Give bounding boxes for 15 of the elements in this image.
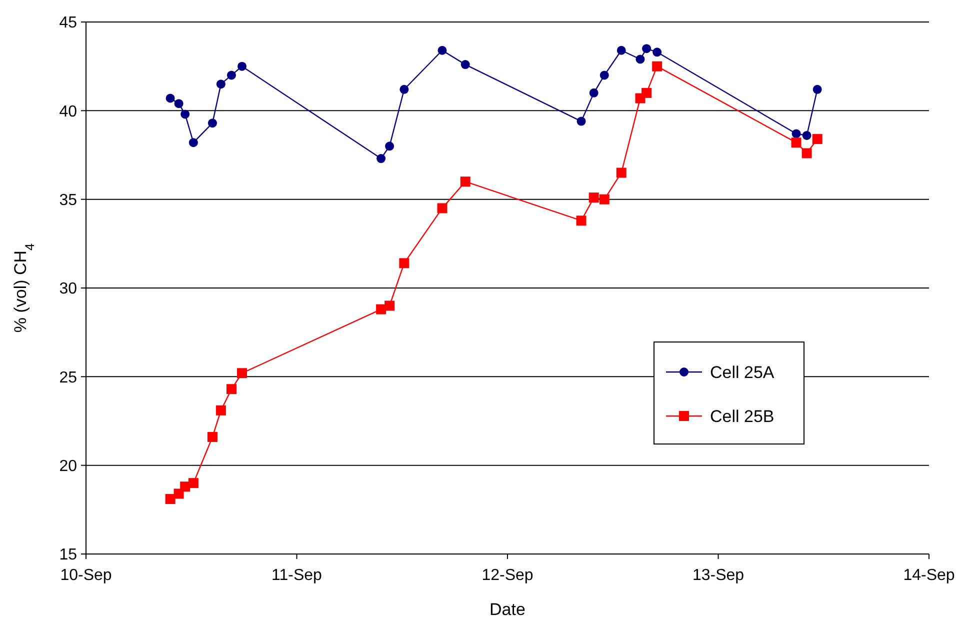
x-tick-label: 12-Sep [482, 567, 534, 584]
legend-label: Cell 25B [710, 406, 774, 426]
x-tick-label: 13-Sep [692, 567, 744, 584]
y-tick-label: 25 [59, 369, 78, 386]
y-tick-label: 40 [59, 103, 78, 120]
x-tick-label: 11-Sep [272, 567, 322, 584]
legend-label: Cell 25A [710, 362, 775, 382]
y-tick-label: 35 [59, 192, 78, 209]
y-tick-label: 15 [59, 546, 78, 564]
y-tick-label: 20 [59, 458, 78, 475]
x-tick-label: 14-Sep [903, 567, 955, 584]
y-tick-label: 45 [59, 14, 78, 32]
x-axis-title: Date [490, 600, 526, 619]
y-tick-label: 30 [59, 280, 78, 298]
x-tick-label: 10-Sep [60, 567, 112, 584]
